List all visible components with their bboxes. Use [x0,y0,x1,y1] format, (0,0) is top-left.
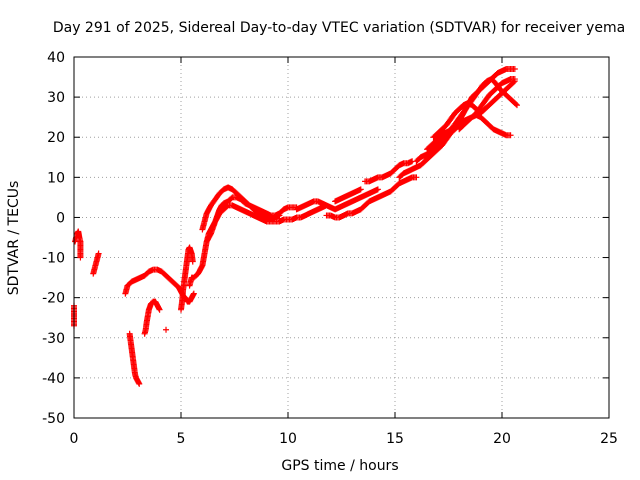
y-tick-label: -50 [42,411,65,427]
tick-labels: 0 5 10 15 20 25 -50 -40 -30 -20 -10 0 10 20 30 40 [42,50,618,447]
x-tick-label: 10 [279,431,297,447]
y-tick-label: 0 [56,210,65,226]
x-axis-label: GPS time / hours [281,458,398,474]
y-tick-label: 30 [47,90,65,106]
y-tick-label: 10 [47,170,65,186]
y-axis-label: SDTVAR / TECUs [6,181,22,296]
x-tick-label: 20 [493,431,511,447]
x-tick-label: 5 [177,431,186,447]
x-tick-label: 25 [600,431,618,447]
y-tick-label: 20 [47,130,65,146]
series-markers [71,66,520,387]
x-tick-label: 0 [70,431,79,447]
y-tick-label: -20 [42,291,65,307]
data-points [71,66,520,387]
y-tick-label: -30 [42,331,65,347]
grid [74,57,609,418]
y-tick-label: -10 [42,251,65,267]
x-tick-label: 15 [386,431,404,447]
plot-frame [73,56,610,419]
chart-title: Day 291 of 2025, Sidereal Day-to-day VTE… [53,20,625,36]
y-tick-label: -40 [42,371,65,387]
y-tick-label: 40 [47,50,65,66]
